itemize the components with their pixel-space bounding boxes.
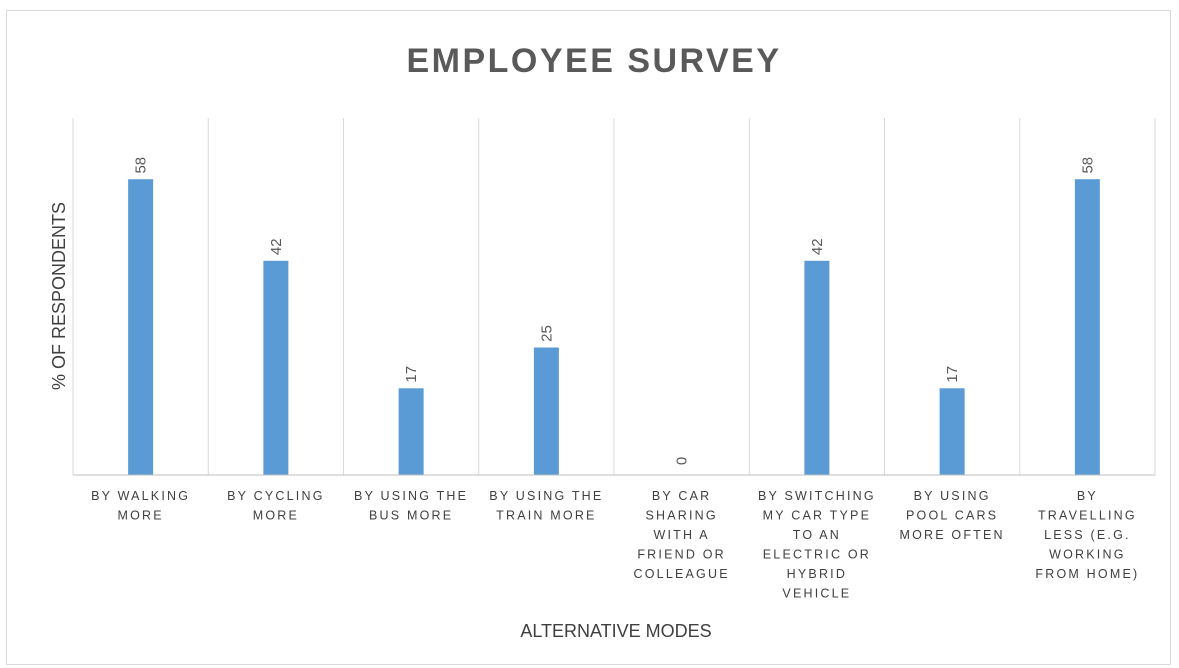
chart-title: EMPLOYEE SURVEY [406, 42, 781, 80]
data-label: 58 [1079, 157, 1096, 174]
data-label: 42 [268, 238, 285, 255]
x-tick-label: BY TRAVELLING LESS (E.G. WORKING FROM HOME) [1035, 489, 1139, 581]
bar [804, 260, 830, 475]
x-axis-title: ALTERNATIVE MODES [520, 621, 711, 641]
x-tick-label: BY SWITCHING MY CAR TYPE TO AN ELECTRIC OR H… [758, 489, 876, 601]
bar [939, 388, 965, 475]
bar [533, 347, 559, 475]
x-tick-label: BY WALKING MORE [91, 489, 190, 523]
y-axis-title: % OF RESPONDENTS [49, 202, 69, 390]
x-tick-label: BY USING THE BUS MORE [354, 489, 468, 523]
x-tick-label: BY CYCLING MORE [227, 489, 325, 523]
data-label: 17 [944, 366, 961, 383]
x-tick-label: BY CAR SHARING WITH A FRIEND OR COLLEAGUE [634, 489, 730, 581]
bars [128, 179, 1100, 475]
bar [263, 260, 289, 475]
data-label: 58 [133, 157, 150, 174]
data-label: 0 [674, 457, 691, 465]
gridlines [72, 118, 1156, 475]
bar [1074, 179, 1100, 475]
x-tick-label: BY USING POOL CARS MORE OFTEN [899, 489, 1004, 542]
data-label: 17 [403, 366, 420, 383]
chart-area [6, 10, 1171, 665]
bar [128, 179, 154, 475]
data-labels: 58 42 17 25 0 42 17 58 [133, 157, 1097, 465]
data-label: 42 [809, 238, 826, 255]
bar [398, 388, 424, 475]
x-axis-labels: BY WALKING MORE BY CYCLING MORE BY USING THE… [91, 489, 1139, 601]
data-label: 25 [538, 325, 555, 342]
x-tick-label: BY USING THE TRAIN MORE [489, 489, 603, 523]
